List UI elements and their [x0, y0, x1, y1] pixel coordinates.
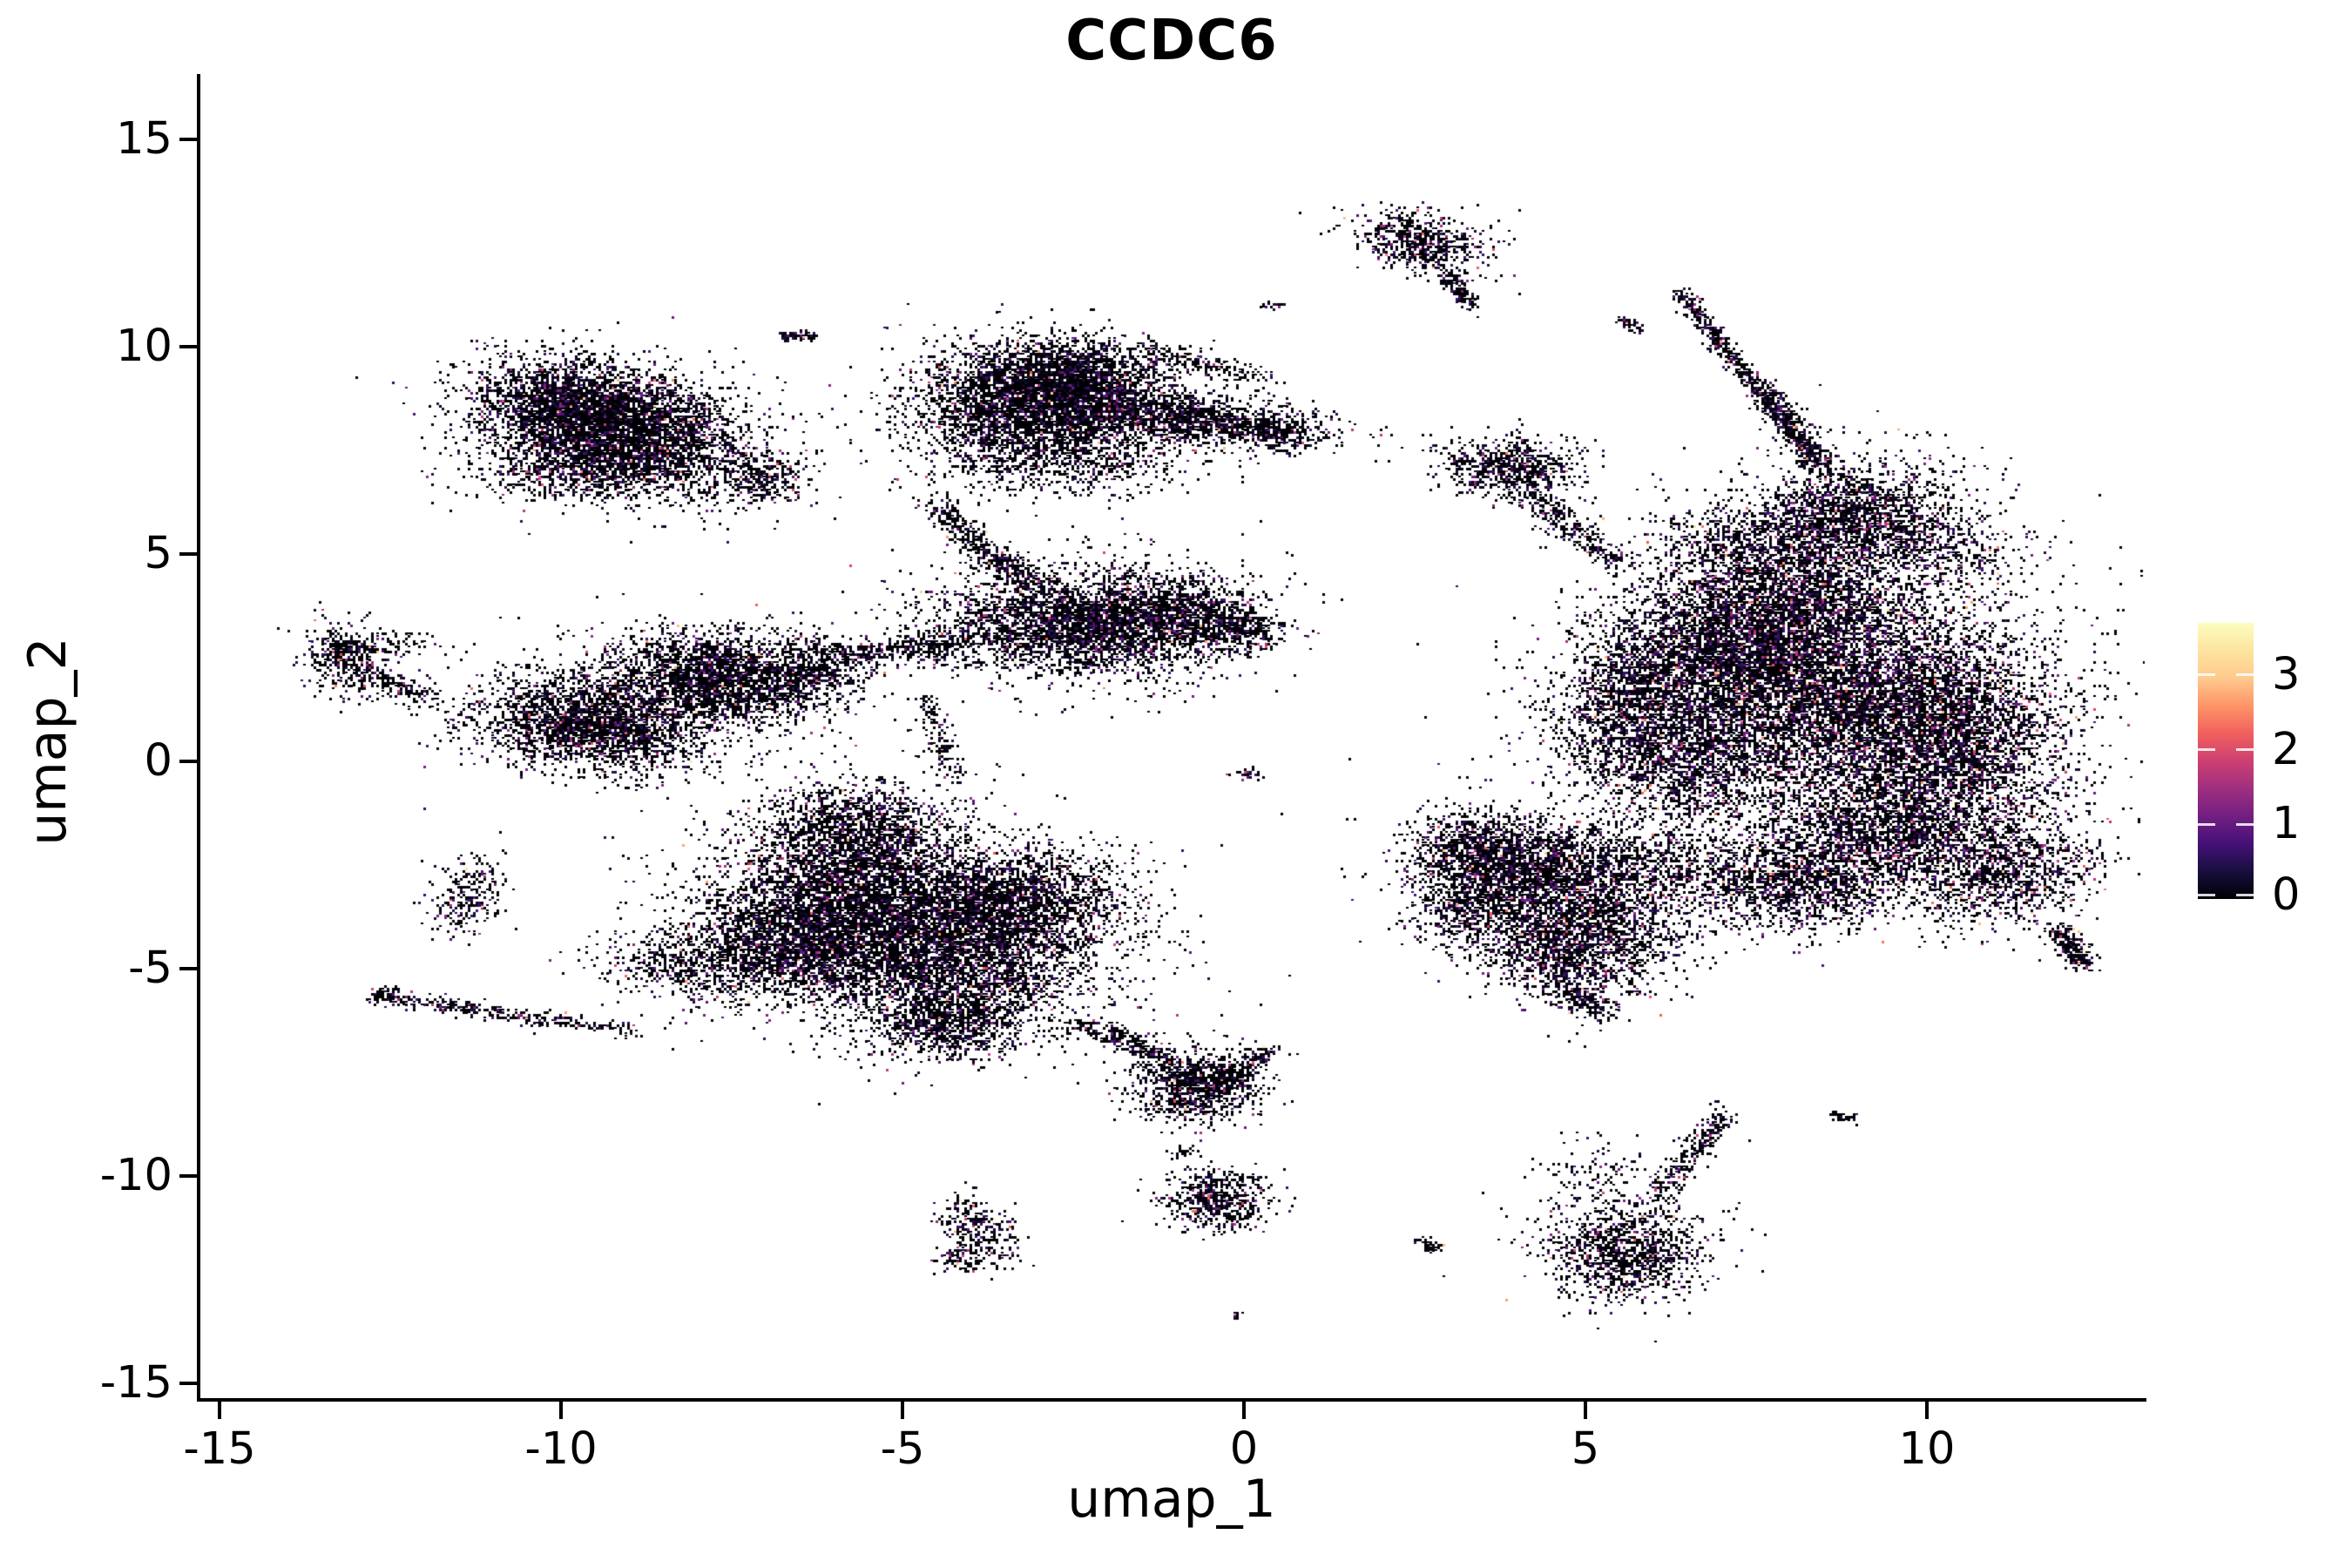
x-tick — [901, 1402, 904, 1419]
x-tick — [1925, 1402, 1929, 1419]
colorbar-tick-notch — [2236, 748, 2254, 751]
colorbar-tick-label: 1 — [2272, 798, 2301, 849]
colorbar-tick-notch — [2236, 823, 2254, 826]
y-tick-label: 15 — [116, 113, 172, 165]
colorbar-tick-label: 3 — [2272, 649, 2301, 700]
expression-colorbar — [2198, 623, 2254, 899]
y-tick-label: 5 — [144, 528, 172, 579]
y-tick — [179, 760, 197, 763]
x-axis-line — [197, 1398, 2146, 1402]
colorbar-tick-notch — [2198, 673, 2215, 676]
y-tick — [179, 1382, 197, 1385]
y-tick — [179, 967, 197, 970]
colorbar-tick-notch — [2198, 748, 2215, 751]
colorbar-tick-notch — [2236, 894, 2254, 896]
x-tick-label: 10 — [1898, 1423, 1956, 1475]
y-tick-label: -5 — [128, 943, 172, 994]
x-tick — [559, 1402, 563, 1419]
y-tick-label: 10 — [116, 321, 172, 372]
x-tick-label: 5 — [1571, 1423, 1600, 1475]
x-tick — [1242, 1402, 1246, 1419]
y-tick — [179, 1174, 197, 1178]
colorbar-tick-notch — [2236, 673, 2254, 676]
colorbar-tick-label: 2 — [2272, 724, 2301, 775]
y-tick-label: -10 — [99, 1150, 172, 1201]
plot-title: CCDC6 — [1065, 9, 1278, 73]
y-tick — [179, 552, 197, 556]
y-axis-label: umap_2 — [17, 637, 78, 846]
y-axis-line — [197, 74, 200, 1402]
colorbar-tick-notch — [2198, 823, 2215, 826]
y-tick-label: 0 — [144, 735, 172, 787]
y-tick-label: -15 — [99, 1357, 172, 1409]
y-tick — [179, 345, 197, 348]
x-axis-label: umap_1 — [1067, 1469, 1276, 1530]
x-tick — [1584, 1402, 1587, 1419]
x-tick-label: 0 — [1229, 1423, 1259, 1475]
x-tick-label: -5 — [880, 1423, 925, 1475]
x-tick-label: -15 — [183, 1423, 256, 1475]
x-tick-label: -10 — [524, 1423, 598, 1475]
y-tick — [179, 138, 197, 141]
colorbar-tick-label: 0 — [2272, 869, 2301, 921]
x-tick — [218, 1402, 221, 1419]
colorbar-tick-notch — [2198, 894, 2215, 896]
